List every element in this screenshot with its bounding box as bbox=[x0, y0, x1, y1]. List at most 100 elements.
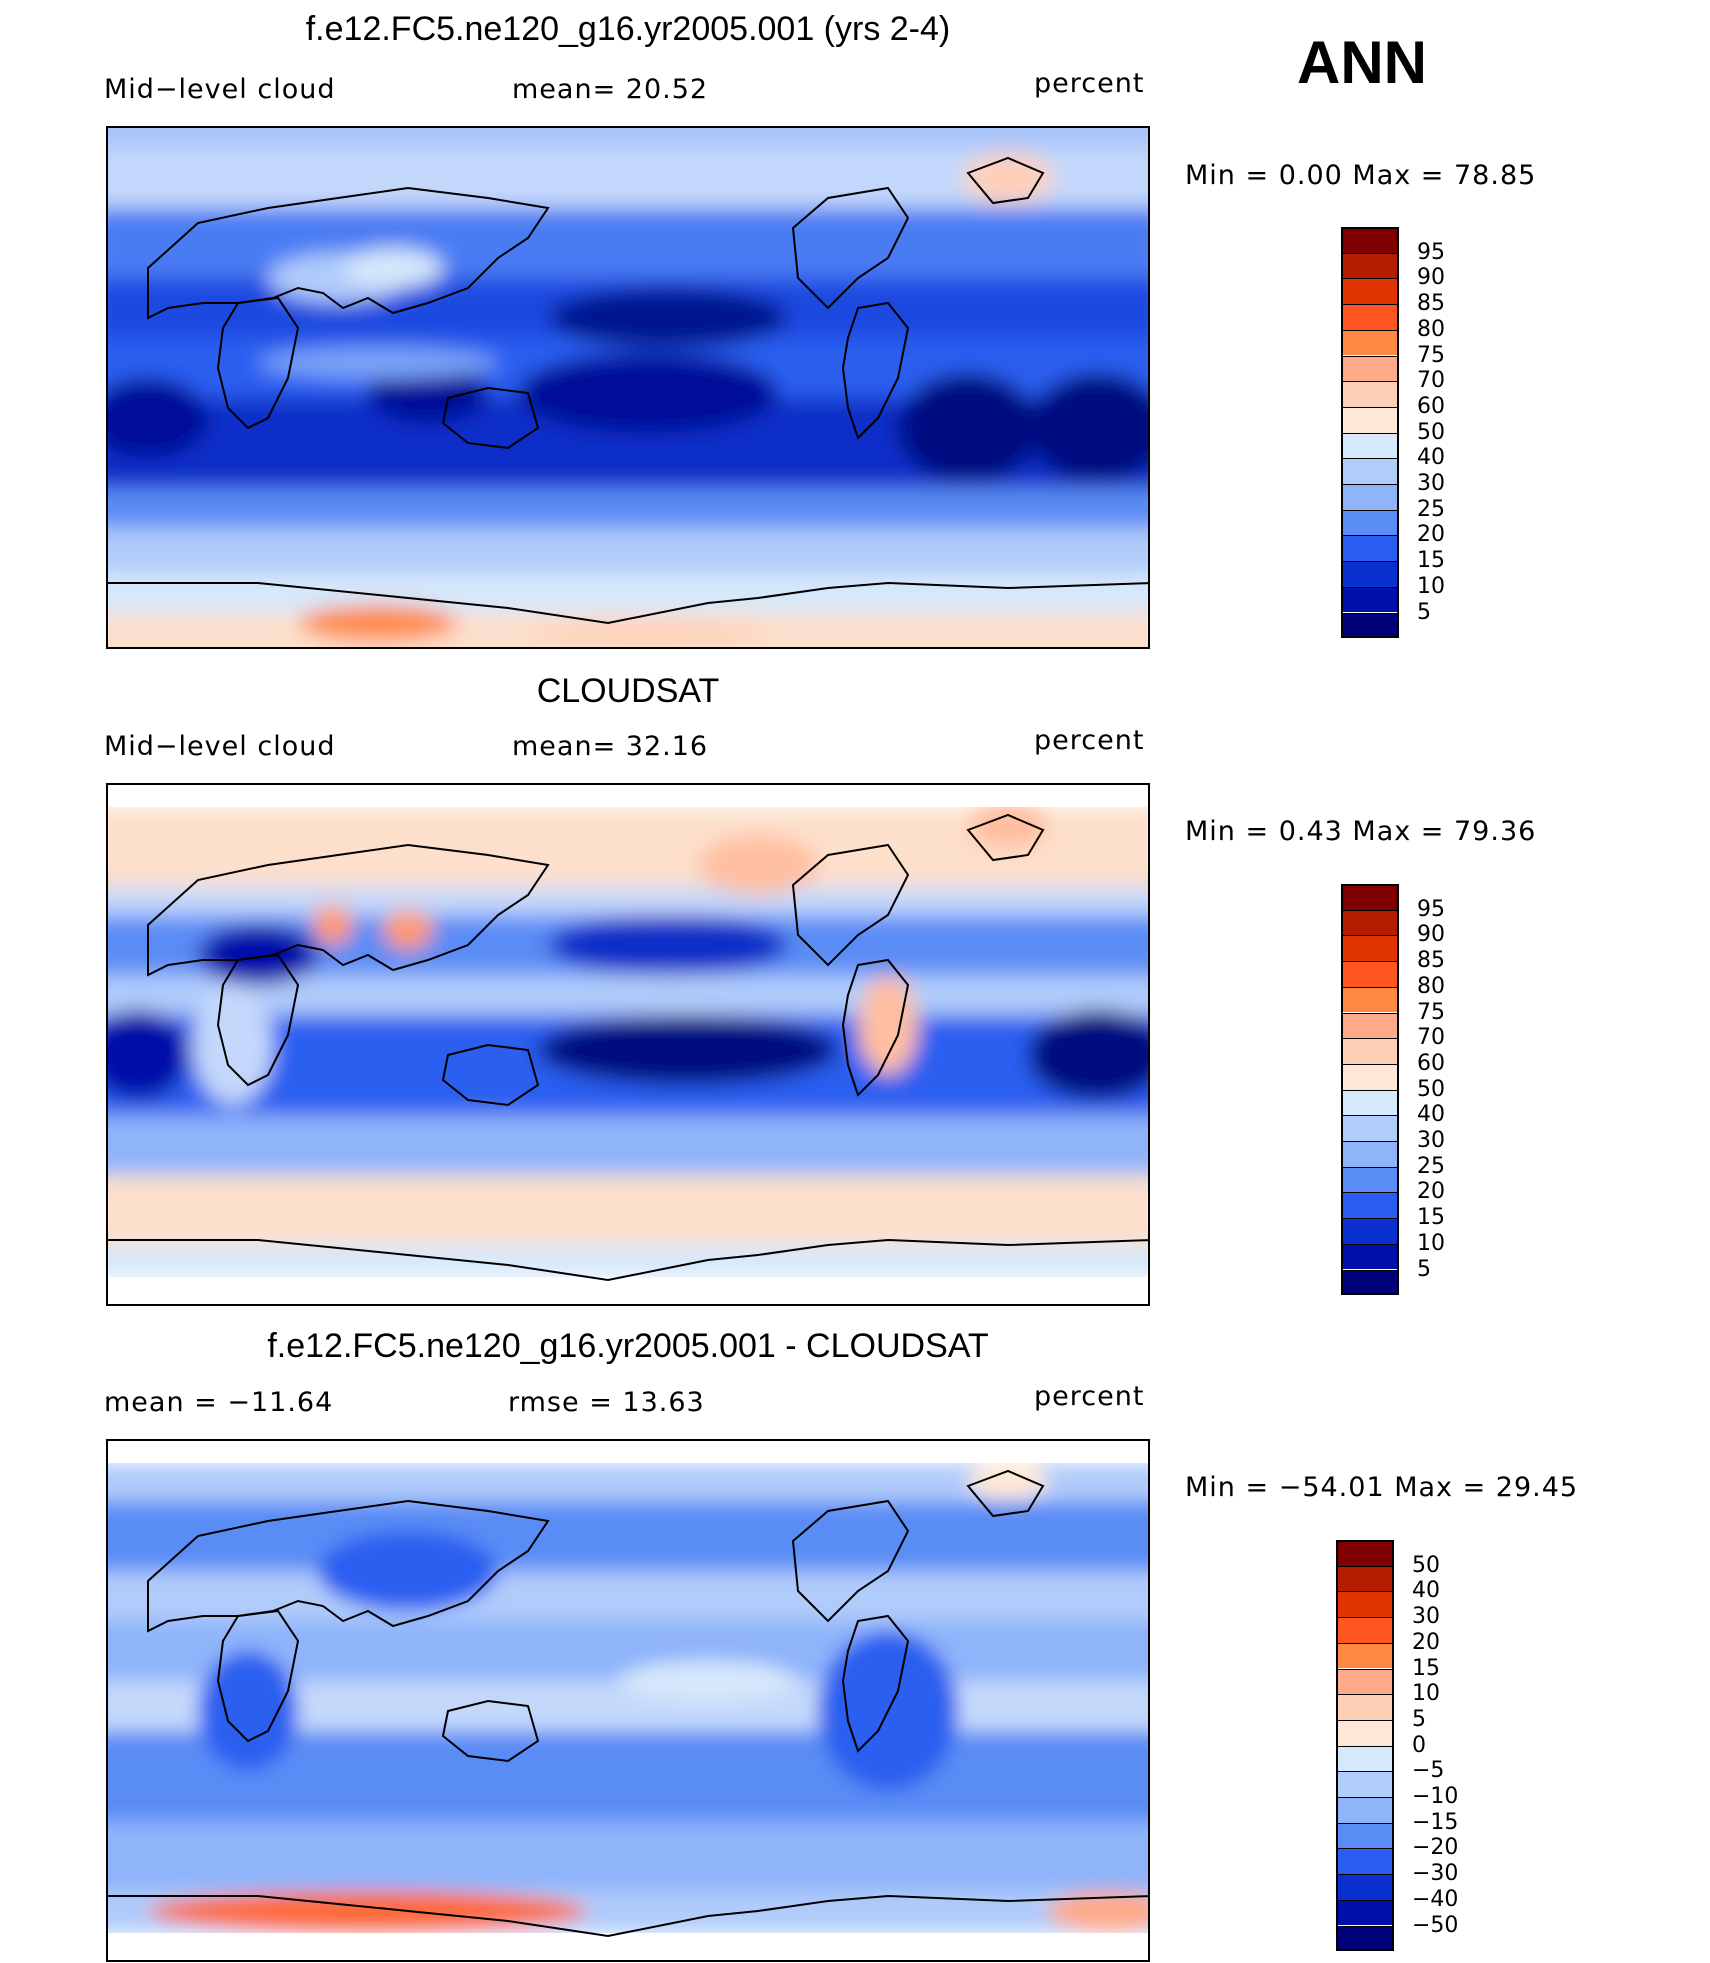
colorbar-cell bbox=[1341, 1115, 1399, 1141]
colorbar-tick-label: 0 bbox=[1412, 1732, 1426, 1758]
colorbar-tick-label: 95 bbox=[1417, 239, 1445, 265]
panel-2-variable-label: Mid−level cloud bbox=[104, 731, 336, 762]
colorbar-cell bbox=[1341, 1038, 1399, 1064]
colorbar-tick-label: 50 bbox=[1412, 1552, 1440, 1578]
colorbar-tick-label: 10 bbox=[1412, 1681, 1440, 1707]
colorbar-tick-label: 50 bbox=[1417, 1076, 1445, 1102]
colorbar-cell bbox=[1336, 1694, 1394, 1720]
colorbar-cell bbox=[1341, 509, 1399, 536]
panel-1-mean-label: mean= 20.52 bbox=[512, 74, 709, 105]
colorbar-cell bbox=[1341, 1166, 1399, 1193]
panel-1-variable-label: Mid−level cloud bbox=[104, 74, 336, 105]
colorbar-tick-label: 95 bbox=[1417, 896, 1445, 922]
colorbar-tick-label: 80 bbox=[1417, 316, 1445, 342]
colorbar-tick-label: 5 bbox=[1417, 599, 1431, 625]
colorbar-cell bbox=[1341, 252, 1399, 279]
colorbar-cell bbox=[1341, 612, 1399, 639]
colorbar-cell bbox=[1341, 535, 1399, 562]
colorbar-tick-label: 10 bbox=[1417, 573, 1445, 599]
colorbar-cell bbox=[1336, 1642, 1394, 1669]
colorbar-cell bbox=[1336, 1540, 1394, 1566]
colorbar-tick-label: 40 bbox=[1417, 1102, 1445, 1128]
colorbar-tick-label: 75 bbox=[1417, 342, 1445, 368]
panel-2-title: CLOUDSAT bbox=[536, 672, 720, 710]
colorbar-tick-label: 25 bbox=[1417, 1153, 1445, 1179]
colorbar-tick-label: 50 bbox=[1417, 419, 1445, 445]
colorbar-frame bbox=[1341, 227, 1399, 639]
colorbar-tick-label: 90 bbox=[1417, 265, 1445, 291]
colorbar-tick-label: 40 bbox=[1412, 1578, 1440, 1604]
colorbar-cell bbox=[1341, 986, 1399, 1013]
colorbar-cell bbox=[1336, 1617, 1394, 1643]
panel-2-mean-label: mean= 32.16 bbox=[512, 731, 709, 762]
colorbar-tick-label: 15 bbox=[1417, 1205, 1445, 1231]
panel-2-map bbox=[106, 783, 1150, 1306]
colorbar-cell bbox=[1341, 304, 1399, 330]
colorbar-tick-label: 60 bbox=[1417, 393, 1445, 419]
colorbar-tick-label: −15 bbox=[1412, 1809, 1459, 1835]
colorbar-tick-label: 70 bbox=[1417, 368, 1445, 394]
colorbar-tick-label: −5 bbox=[1412, 1758, 1445, 1784]
colorbar-tick-label: −40 bbox=[1412, 1886, 1459, 1912]
colorbar-cell bbox=[1341, 432, 1399, 459]
colorbar-tick-label: 20 bbox=[1412, 1629, 1440, 1655]
colorbar-cell bbox=[1341, 406, 1399, 433]
colorbar-cell bbox=[1336, 1591, 1394, 1618]
colorbar-tick-label: 20 bbox=[1417, 1179, 1445, 1205]
colorbar-tick-label: −30 bbox=[1412, 1861, 1459, 1887]
colorbar-cell bbox=[1341, 278, 1399, 305]
colorbar-tick-label: −10 bbox=[1412, 1784, 1459, 1809]
colorbar-cell bbox=[1341, 909, 1399, 936]
colorbar-cell bbox=[1341, 586, 1399, 613]
colorbar-cell bbox=[1336, 1719, 1394, 1746]
colorbar-cell bbox=[1336, 1899, 1394, 1926]
panel-3-rmse-label: rmse = 13.63 bbox=[508, 1387, 705, 1418]
panel-3-mean-label: mean = −11.64 bbox=[104, 1387, 334, 1418]
colorbar-cell bbox=[1336, 1745, 1394, 1772]
colorbar-cell bbox=[1341, 935, 1399, 962]
colorbar-tick-label: 20 bbox=[1417, 522, 1445, 548]
colorbar-tick-label: 5 bbox=[1412, 1706, 1426, 1732]
panel-3-map bbox=[106, 1439, 1150, 1962]
panel-1-minmax: Min = 0.00 Max = 78.85 bbox=[1185, 160, 1537, 191]
colorbar-frame bbox=[1341, 884, 1399, 1296]
colorbar-cell bbox=[1341, 329, 1399, 356]
panel-2-units-label: percent bbox=[1034, 725, 1145, 756]
colorbar-tick-label: 80 bbox=[1417, 973, 1445, 999]
colorbar-tick-label: 30 bbox=[1412, 1604, 1440, 1630]
colorbar-tick-label: 70 bbox=[1417, 1025, 1445, 1051]
colorbar-cell bbox=[1341, 227, 1399, 253]
colorbar-tick-label: 30 bbox=[1417, 1128, 1445, 1153]
colorbar-tick-label: 10 bbox=[1417, 1230, 1445, 1256]
colorbar-tick-label: 25 bbox=[1417, 496, 1445, 522]
colorbar-cell bbox=[1336, 1848, 1394, 1875]
colorbar-tick-label: 40 bbox=[1417, 445, 1445, 471]
colorbar-cell bbox=[1341, 1243, 1399, 1270]
panel-3-units-label: percent bbox=[1034, 1381, 1145, 1412]
colorbar-cell bbox=[1341, 381, 1399, 407]
colorbar-cell bbox=[1336, 1822, 1394, 1849]
colorbar-tick-label: 85 bbox=[1417, 291, 1445, 317]
colorbar-cell bbox=[1336, 1925, 1394, 1952]
colorbar-cell bbox=[1336, 1565, 1394, 1592]
colorbar-tick-label: 90 bbox=[1417, 922, 1445, 948]
panel-1-title: f.e12.FC5.ne120_g16.yr2005.001 (yrs 2-4) bbox=[305, 10, 951, 48]
colorbar-tick-label: 60 bbox=[1417, 1050, 1445, 1076]
colorbar-cell bbox=[1336, 1797, 1394, 1823]
colorbar-frame bbox=[1336, 1540, 1394, 1952]
colorbar-cell bbox=[1341, 1063, 1399, 1090]
panel-1-units-label: percent bbox=[1034, 68, 1145, 99]
colorbar-cell bbox=[1336, 1874, 1394, 1900]
colorbar-tick-label: 30 bbox=[1417, 471, 1445, 496]
colorbar-cell bbox=[1341, 1089, 1399, 1116]
colorbar-cell bbox=[1341, 561, 1399, 587]
colorbar-cell bbox=[1341, 1218, 1399, 1244]
colorbar-cell bbox=[1336, 1668, 1394, 1695]
colorbar-cell bbox=[1341, 1269, 1399, 1296]
colorbar-cell bbox=[1341, 458, 1399, 484]
colorbar-cell bbox=[1341, 1192, 1399, 1219]
panel-3-title: f.e12.FC5.ne120_g16.yr2005.001 - CLOUDSA… bbox=[267, 1327, 989, 1365]
colorbar-tick-label: −50 bbox=[1412, 1912, 1459, 1938]
colorbar-tick-label: 5 bbox=[1417, 1256, 1431, 1282]
panel-2-minmax: Min = 0.43 Max = 79.36 bbox=[1185, 816, 1537, 847]
